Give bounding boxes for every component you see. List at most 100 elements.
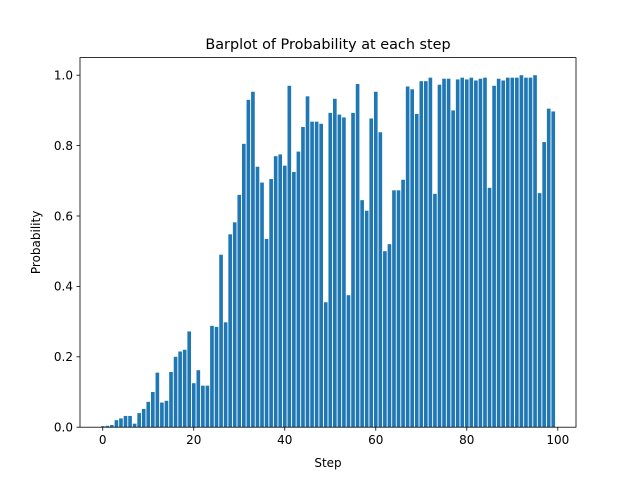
- bar: [510, 77, 515, 428]
- bar: [150, 392, 155, 428]
- bar: [373, 91, 378, 428]
- bar: [110, 425, 114, 428]
- bar: [287, 85, 292, 428]
- bar: [378, 132, 383, 428]
- bar: [551, 111, 556, 428]
- bar: [241, 143, 246, 428]
- bar: [328, 112, 333, 428]
- bar: [100, 426, 105, 428]
- bar: [292, 172, 296, 428]
- bar: [383, 251, 387, 428]
- bar: [146, 401, 151, 428]
- y-tick-label: 0.6: [54, 209, 73, 223]
- y-axis-label: Probability: [29, 211, 43, 274]
- bar: [255, 166, 260, 428]
- bar: [460, 77, 465, 428]
- bar: [305, 96, 310, 428]
- bar: [424, 81, 428, 428]
- chart-title: Barplot of Probability at each step: [205, 37, 450, 53]
- x-axis-label: Step: [314, 456, 341, 470]
- x-tick-label: 40: [277, 433, 292, 447]
- bar: [542, 142, 546, 428]
- bar: [232, 222, 237, 428]
- bar: [442, 78, 446, 428]
- bar: [137, 413, 141, 428]
- bar: [396, 190, 401, 428]
- bar: [446, 78, 451, 428]
- x-tick-label: 0: [99, 433, 107, 447]
- bar: [492, 85, 496, 428]
- bar: [310, 121, 314, 428]
- bar: [123, 415, 128, 428]
- bar: [533, 75, 537, 428]
- bar: [346, 295, 351, 428]
- bar: [414, 113, 419, 428]
- bar: [278, 154, 283, 428]
- bar: [219, 254, 223, 428]
- y-tick-label: 0.0: [54, 421, 73, 435]
- bar: [301, 126, 305, 428]
- bar: [496, 78, 501, 428]
- bar: [483, 77, 487, 428]
- y-tick-label: 0.8: [54, 139, 73, 153]
- bar: [505, 77, 510, 428]
- bar: [319, 123, 323, 428]
- bar: [487, 187, 492, 428]
- bar: [160, 402, 164, 428]
- bar: [191, 383, 196, 428]
- bar: [114, 420, 119, 428]
- bar: [515, 77, 519, 428]
- bar: [269, 179, 273, 428]
- bar: [264, 238, 269, 428]
- bar: [524, 77, 528, 428]
- bar: [105, 425, 110, 428]
- bar: [246, 99, 251, 428]
- bar: [364, 210, 369, 428]
- bar: [214, 326, 219, 428]
- bar: [201, 385, 205, 428]
- bar: [519, 75, 524, 428]
- bar: [419, 81, 424, 428]
- bar: [528, 77, 533, 428]
- bar: [405, 86, 410, 428]
- bar: [342, 117, 346, 428]
- plot-frame: [79, 57, 577, 428]
- x-tick-label: 80: [459, 433, 474, 447]
- bar: [251, 91, 255, 428]
- bar: [537, 193, 542, 428]
- bar: [433, 193, 437, 428]
- bar: [455, 79, 460, 428]
- bar: [451, 110, 455, 428]
- bar: [369, 118, 374, 428]
- bar: [337, 114, 342, 428]
- bar: [196, 370, 201, 428]
- bar: [333, 98, 337, 428]
- bar: [546, 108, 551, 428]
- x-tick-label: 100: [546, 433, 569, 447]
- bar: [469, 77, 474, 428]
- x-tick-label: 60: [368, 433, 383, 447]
- bar: [169, 371, 173, 428]
- bar: [428, 77, 433, 428]
- bar: [205, 385, 210, 428]
- bar: [314, 121, 319, 428]
- bar: [237, 194, 242, 428]
- bar: [223, 322, 228, 428]
- bar: [410, 89, 415, 428]
- bar: [323, 302, 328, 428]
- bar: [260, 182, 264, 428]
- bar: [355, 84, 360, 428]
- y-ticks-group: 0.0 0.2 0.4 0.6 0.8 1.0: [54, 69, 80, 435]
- bar: [401, 179, 405, 428]
- y-tick-label: 0.4: [54, 280, 73, 294]
- bar: [501, 80, 506, 428]
- x-ticks-group: 0 20 40 60 80 100: [99, 427, 569, 447]
- y-tick-label: 0.2: [54, 350, 73, 364]
- bar: [351, 112, 355, 428]
- bar: [173, 356, 178, 428]
- bar: [282, 165, 287, 428]
- bars-group: [100, 75, 556, 428]
- bar: [164, 400, 169, 428]
- bar: [360, 200, 364, 428]
